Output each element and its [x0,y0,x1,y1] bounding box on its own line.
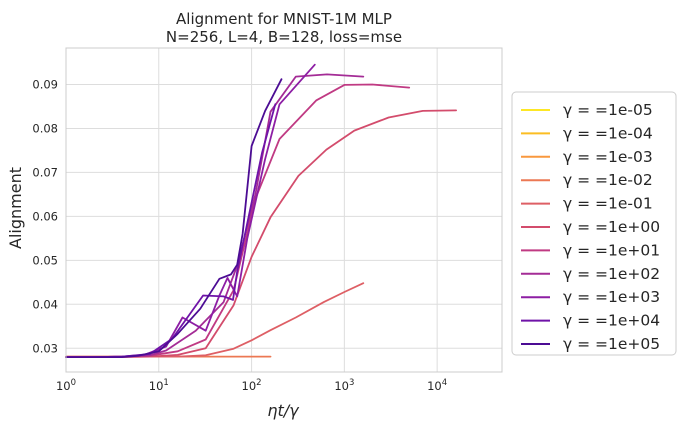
x-tick-label: 100 [56,378,76,393]
grid [65,48,502,372]
y-axis-label: Alignment [6,167,25,249]
series-line [65,83,411,359]
tick-labels: 100 101 102 103 104 0.03 0.04 0.05 0.06 0.07 0.08 0… [32,77,447,393]
x-tick-label: 102 [242,378,262,393]
legend: γ = =1e-05 γ = =1e-04 γ = =1e-03 γ = =1e-02… [511,91,677,356]
series-line [65,78,283,359]
legend-label: γ = =1e+05 [563,335,660,353]
legend-label: γ = =1e-05 [563,101,653,119]
series-lines [65,63,458,359]
legend-label: γ = =1e-03 [563,148,653,166]
y-tick-label: 0.07 [32,165,58,179]
legend-label: γ = =1e+00 [563,218,660,236]
x-tick-label: 101 [149,378,169,393]
x-tick-label: 104 [427,378,447,393]
legend-label: γ = =1e+04 [563,312,660,330]
y-tick-label: 0.04 [32,297,58,311]
x-axis-label: ηt/γ [267,401,300,420]
y-tick-label: 0.05 [32,253,58,267]
series-line [65,109,458,359]
legend-label: γ = =1e+01 [563,241,660,259]
legend-label: γ = =1e-01 [563,195,653,213]
series-line [65,282,365,358]
chart-subtitle: N=256, L=4, B=128, loss=mse [166,28,402,46]
y-tick-label: 0.06 [32,209,58,223]
series-line [65,103,277,359]
series-line [65,73,365,359]
legend-label: γ = =1e-02 [563,171,653,189]
chart-title: Alignment for MNIST-1M MLP [176,10,392,28]
legend-label: γ = =1e+02 [563,265,660,283]
legend-label: γ = =1e+03 [563,288,660,306]
y-tick-label: 0.08 [32,121,58,135]
legend-label: γ = =1e-04 [563,124,653,142]
x-tick-label: 103 [334,378,354,393]
y-tick-label: 0.03 [32,341,58,355]
legend-box [511,91,677,356]
y-tick-label: 0.09 [32,77,58,91]
plot-frame [65,47,503,373]
